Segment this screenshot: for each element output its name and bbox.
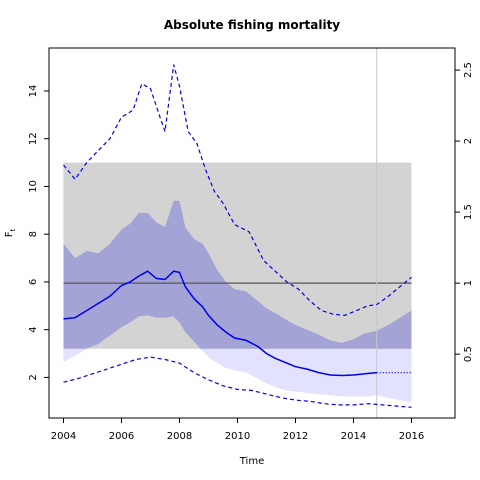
y-tick-label: 14 (28, 85, 39, 98)
y-tick-label: 10 (28, 180, 39, 193)
x-tick-label: 2010 (225, 431, 250, 442)
plot-frame (48, 47, 456, 419)
x-tick-label: 2006 (109, 431, 134, 442)
x-tick-label: 2004 (51, 431, 76, 442)
right-tick-label: 1.5 (463, 204, 474, 220)
x-tick-label: 2012 (283, 431, 308, 442)
y-axis-label: Ft (4, 228, 17, 237)
chart-title: Absolute fishing mortality (164, 18, 340, 32)
right-tick-label: 2 (463, 138, 474, 144)
y-axis-label-main: F (4, 231, 15, 237)
x-tick-label: 2016 (399, 431, 424, 442)
lower-bound-line (63, 356, 412, 408)
right-tick-label: 0.5 (463, 346, 474, 362)
y-tick-label: 4 (28, 326, 39, 332)
confidence-band-upper (63, 200, 412, 349)
y-axis-label-subscript: t (9, 228, 17, 231)
y-tick-label: 8 (28, 231, 39, 237)
x-tick-label: 2008 (167, 431, 192, 442)
plot-area (63, 48, 412, 418)
x-tick-label: 2014 (341, 431, 366, 442)
y-tick-label: 12 (28, 132, 39, 145)
x-axis: 2004 2006 2008 2010 2012 2014 2016 (51, 418, 424, 442)
right-tick-label: 2.5 (463, 62, 474, 78)
y-tick-label: 6 (28, 279, 39, 285)
right-axis: 0.5 1 1.5 2 2.5 (455, 62, 474, 362)
y-axis: 2 4 6 8 10 12 14 (28, 85, 49, 381)
y-tick-label: 2 (28, 374, 39, 380)
right-tick-label: 1 (463, 280, 474, 286)
upper-bound-line (63, 64, 412, 317)
x-axis-label: Time (239, 456, 264, 467)
estimate-line (63, 270, 377, 377)
